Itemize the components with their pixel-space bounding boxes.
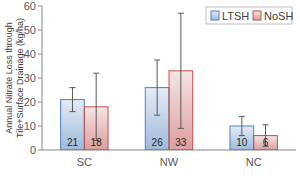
x-tick-label: SC: [77, 156, 92, 168]
y-tick-label: 40: [24, 48, 36, 60]
data-label: 26: [152, 137, 164, 148]
y-tick: [38, 150, 42, 151]
legend-swatch: [253, 11, 261, 20]
y-tick: [38, 54, 42, 55]
y-tick-label: 30: [24, 72, 36, 84]
y-tick: [38, 30, 42, 31]
y-tick: [38, 126, 42, 127]
data-label: 21: [67, 137, 79, 148]
legend-label: LTSH: [222, 10, 249, 22]
y-tick: [38, 102, 42, 103]
y-tick-label: 20: [24, 96, 36, 108]
y-tick-label: 50: [24, 24, 36, 36]
legend: LTSH NoSH: [206, 7, 293, 24]
legend-swatch: [211, 11, 219, 20]
error-bar: [93, 73, 99, 140]
data-label: 10: [236, 137, 248, 148]
y-tick-label: 0: [30, 144, 36, 156]
x-tick-label: NW: [160, 156, 179, 168]
chart: 0 10 20 30 40 50 60 Annual Nitrate Loss through…: [0, 0, 300, 180]
error-bar: [178, 13, 184, 128]
x-tick-label: NC: [246, 156, 262, 168]
data-label: 18: [91, 137, 103, 148]
error-bar: [69, 88, 75, 112]
y-tick-label: 10: [24, 120, 36, 132]
error-bar: [154, 60, 160, 115]
y-tick: [38, 6, 42, 7]
data-label: 6: [263, 137, 269, 148]
error-bar: [239, 116, 245, 135]
legend-label: NoSH: [264, 10, 293, 22]
y-tick-label: 60: [24, 0, 36, 12]
data-label: 33: [175, 137, 187, 148]
labels: SC 21 18 NW 26 33 NC 10 6: [67, 137, 269, 168]
y-tick: [38, 78, 42, 79]
plot-area: [61, 13, 278, 150]
y-axis-label: Annual Nitrate Loss throughTile+Surface …: [4, 18, 25, 138]
bar: [254, 136, 278, 150]
